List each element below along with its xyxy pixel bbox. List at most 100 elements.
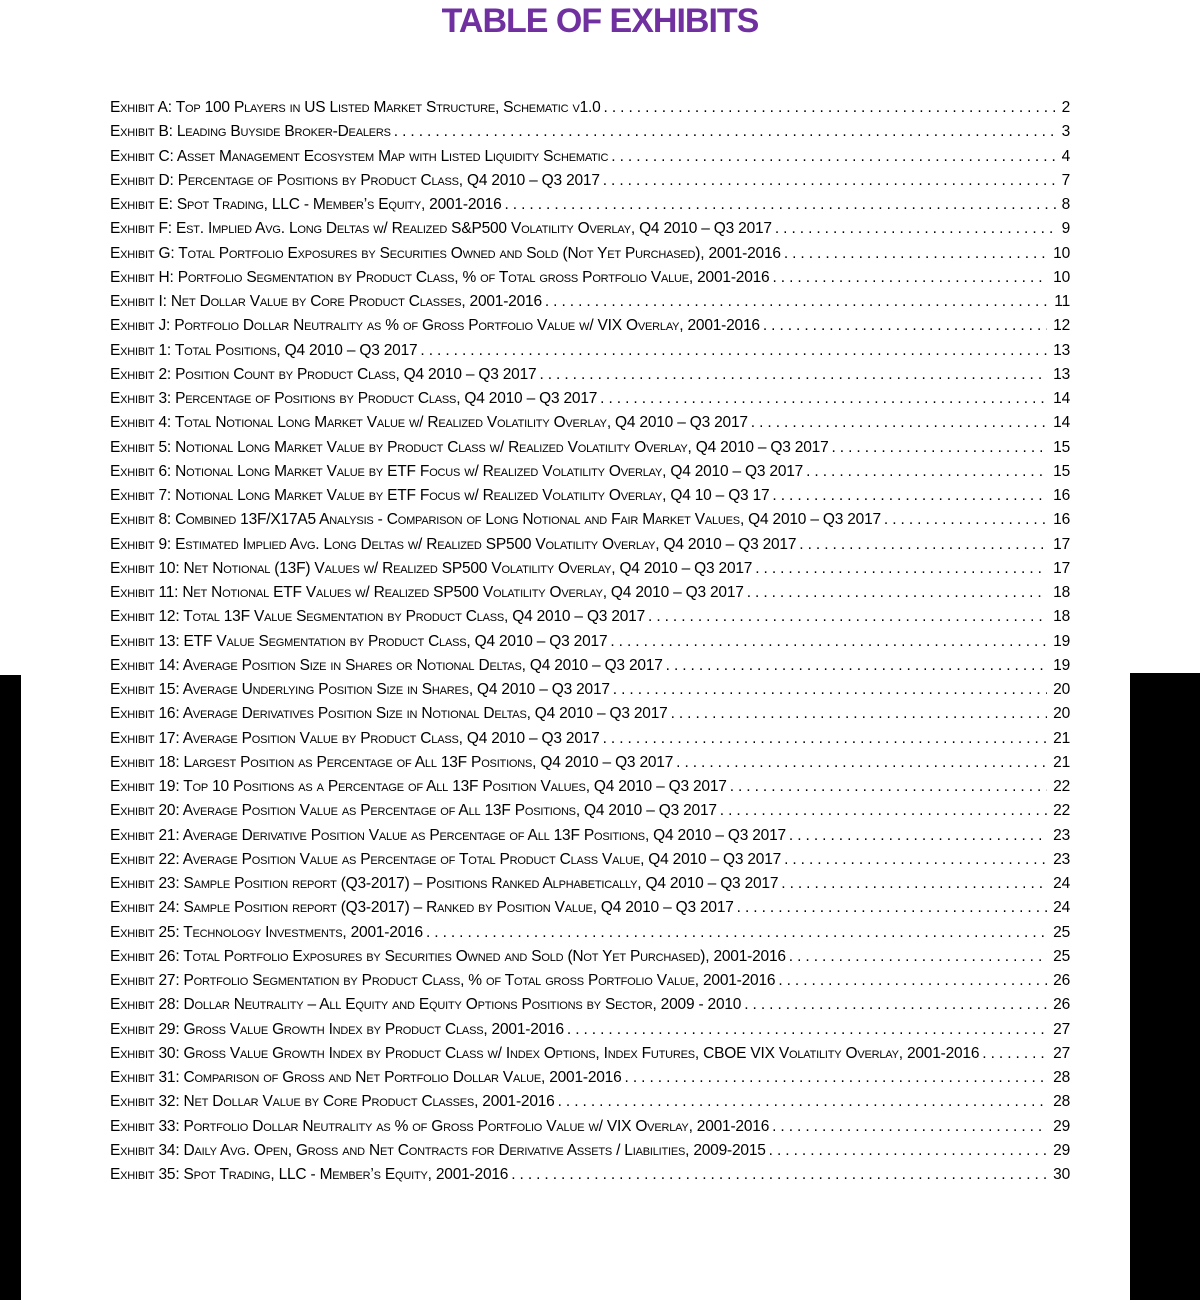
toc-entry[interactable]: Exhibit 14: Average Position Size in Sha…	[110, 654, 1070, 678]
dot-leader	[676, 751, 1047, 775]
toc-entry[interactable]: Exhibit 20: Average Position Value as Pe…	[110, 799, 1070, 823]
toc-entry[interactable]: Exhibit D: Percentage of Positions by Pr…	[110, 169, 1070, 193]
toc-entry[interactable]: Exhibit E: Spot Trading, LLC - Member’s …	[110, 193, 1070, 217]
toc-entry[interactable]: Exhibit 33: Portfolio Dollar Neutrality …	[110, 1115, 1070, 1139]
toc-entry-label: Exhibit 20: Average Position Value as Pe…	[110, 802, 717, 820]
toc-entry[interactable]: Exhibit 18: Largest Position as Percenta…	[110, 751, 1070, 775]
toc-entry-label: Exhibit 8: Combined 13F/X17A5 Analysis -…	[110, 511, 881, 529]
toc-entry-label: Exhibit 23: Sample Position report (Q3-2…	[110, 875, 779, 892]
toc-entry-page: 2	[1061, 99, 1071, 116]
dot-leader	[511, 1163, 1047, 1187]
dot-leader	[730, 775, 1047, 799]
dot-leader	[603, 169, 1056, 193]
toc-entry-label: Exhibit 34: Daily Avg. Open, Gross and N…	[110, 1141, 766, 1159]
dot-leader	[775, 217, 1056, 241]
toc-entry-label: Exhibit 14: Average Position Size in Sha…	[110, 656, 663, 674]
toc-entry[interactable]: Exhibit 16: Average Derivatives Position…	[110, 702, 1070, 726]
toc-entry[interactable]: Exhibit 25: Technology Investments, 2001…	[110, 921, 1070, 945]
dot-leader	[769, 1139, 1047, 1163]
toc-entry[interactable]: Exhibit 32: Net Dollar Value by Core Pro…	[110, 1090, 1070, 1114]
toc-entry-page: 14	[1053, 414, 1070, 432]
dot-leader	[772, 484, 1047, 508]
toc-entry[interactable]: Exhibit A: Top 100 Players in US Listed …	[110, 96, 1070, 120]
toc-entry[interactable]: Exhibit 30: Gross Value Growth Index by …	[110, 1042, 1070, 1066]
toc-entry[interactable]: Exhibit 31: Comparison of Gross and Net …	[110, 1066, 1070, 1090]
toc-entry[interactable]: Exhibit 17: Average Position Value by Pr…	[110, 727, 1070, 751]
toc-entry[interactable]: Exhibit 2: Position Count by Product Cla…	[110, 363, 1070, 387]
toc-entry-label: Exhibit A: Top 100 Players in US Listed …	[110, 99, 601, 116]
toc-entry[interactable]: Exhibit 27: Portfolio Segmentation by Pr…	[110, 969, 1070, 993]
toc-entry-label: Exhibit 22: Average Position Value as Pe…	[110, 850, 782, 868]
dot-leader	[784, 848, 1047, 872]
toc-entry-label: Exhibit 6: Notional Long Market Value by…	[110, 462, 804, 480]
dot-leader	[781, 872, 1047, 896]
toc-entry[interactable]: Exhibit I: Net Dollar Value by Core Prod…	[110, 290, 1070, 314]
toc-entry[interactable]: Exhibit 23: Sample Position report (Q3-2…	[110, 872, 1070, 896]
left-edge-black-bar	[0, 675, 21, 1300]
toc-entry-page: 13	[1053, 341, 1070, 359]
toc-entry[interactable]: Exhibit 4: Total Notional Long Market Va…	[110, 411, 1070, 435]
toc-entry[interactable]: Exhibit 10: Net Notional (13F) Values w/…	[110, 557, 1070, 581]
toc-entry-label: Exhibit 26: Total Portfolio Exposures by…	[110, 947, 786, 965]
toc-entry[interactable]: Exhibit 8: Combined 13F/X17A5 Analysis -…	[110, 508, 1070, 532]
toc-entry-page: 24	[1053, 899, 1070, 917]
toc-entry[interactable]: Exhibit 28: Dollar Neutrality – All Equi…	[110, 993, 1070, 1017]
toc-entry[interactable]: Exhibit C: Asset Management Ecosystem Ma…	[110, 145, 1070, 169]
toc-entry[interactable]: Exhibit 9: Estimated Implied Avg. Long D…	[110, 533, 1070, 557]
toc-entry[interactable]: Exhibit F: Est. Implied Avg. Long Deltas…	[110, 217, 1070, 241]
dot-leader	[558, 1090, 1048, 1114]
toc-entry[interactable]: Exhibit H: Portfolio Segmentation by Pro…	[110, 266, 1070, 290]
toc-entry-label: Exhibit 15: Average Underlying Position …	[110, 681, 610, 698]
toc-entry[interactable]: Exhibit 1: Total Positions, Q4 2010 – Q3…	[110, 339, 1070, 363]
toc-entry-label: Exhibit 7: Notional Long Market Value by…	[110, 487, 770, 504]
toc-entry-label: Exhibit 32: Net Dollar Value by Core Pro…	[110, 1093, 555, 1111]
toc-entry[interactable]: Exhibit 7: Notional Long Market Value by…	[110, 484, 1070, 508]
dot-leader	[610, 630, 1047, 654]
toc-entry-label: Exhibit 4: Total Notional Long Market Va…	[110, 414, 748, 432]
toc-entry[interactable]: Exhibit J: Portfolio Dollar Neutrality a…	[110, 314, 1070, 338]
toc-entry[interactable]: Exhibit 15: Average Underlying Position …	[110, 678, 1070, 702]
dot-leader	[763, 314, 1047, 338]
toc-entry[interactable]: Exhibit 34: Daily Avg. Open, Gross and N…	[110, 1139, 1070, 1163]
toc-entry[interactable]: Exhibit 26: Total Portfolio Exposures by…	[110, 945, 1070, 969]
dot-leader	[772, 266, 1047, 290]
toc-entry-page: 9	[1061, 220, 1071, 238]
toc-entry-label: Exhibit 35: Spot Trading, LLC - Member’s…	[110, 1166, 509, 1183]
toc-entry[interactable]: Exhibit 19: Top 10 Positions as a Percen…	[110, 775, 1070, 799]
dot-leader	[505, 193, 1056, 217]
toc-entry[interactable]: Exhibit 3: Percentage of Positions by Pr…	[110, 387, 1070, 411]
toc-entry[interactable]: Exhibit 12: Total 13F Value Segmentation…	[110, 605, 1070, 629]
toc-entry[interactable]: Exhibit 11: Net Notional ETF Values w/ R…	[110, 581, 1070, 605]
toc-entry-page: 27	[1053, 1044, 1070, 1062]
toc-entry-page: 26	[1053, 972, 1070, 989]
dot-leader	[671, 702, 1048, 726]
toc-entry-page: 16	[1053, 487, 1070, 504]
toc-entry-label: Exhibit 9: Estimated Implied Avg. Long D…	[110, 535, 797, 553]
toc-entry-label: Exhibit 5: Notional Long Market Value by…	[110, 438, 829, 456]
toc-entry-page: 15	[1053, 438, 1070, 456]
toc-entry[interactable]: Exhibit 13: ETF Value Segmentation by Pr…	[110, 630, 1070, 654]
dot-leader	[720, 799, 1047, 823]
dot-leader	[799, 533, 1047, 557]
toc-entry[interactable]: Exhibit 5: Notional Long Market Value by…	[110, 436, 1070, 460]
toc-entry-label: Exhibit 19: Top 10 Positions as a Percen…	[110, 778, 727, 795]
toc-entry[interactable]: Exhibit G: Total Portfolio Exposures by …	[110, 242, 1070, 266]
toc-entry[interactable]: Exhibit B: Leading Buyside Broker-Dealer…	[110, 120, 1070, 144]
toc-entry[interactable]: Exhibit 24: Sample Position report (Q3-2…	[110, 896, 1070, 920]
toc-entry-page: 28	[1053, 1093, 1070, 1111]
dot-leader	[394, 120, 1056, 144]
dot-leader	[784, 242, 1047, 266]
toc-entry[interactable]: Exhibit 29: Gross Value Growth Index by …	[110, 1018, 1070, 1042]
toc-entry-page: 14	[1053, 390, 1070, 407]
toc-entry[interactable]: Exhibit 35: Spot Trading, LLC - Member’s…	[110, 1163, 1070, 1187]
toc-entry[interactable]: Exhibit 22: Average Position Value as Pe…	[110, 848, 1070, 872]
toc-entry[interactable]: Exhibit 21: Average Derivative Position …	[110, 824, 1070, 848]
dot-leader	[648, 605, 1047, 629]
toc-entry-page: 27	[1053, 1020, 1070, 1038]
dot-leader	[751, 411, 1047, 435]
dot-leader	[420, 339, 1047, 363]
dot-leader	[426, 921, 1047, 945]
toc-entry-page: 24	[1053, 875, 1070, 892]
dot-leader	[772, 1115, 1047, 1139]
toc-entry[interactable]: Exhibit 6: Notional Long Market Value by…	[110, 460, 1070, 484]
